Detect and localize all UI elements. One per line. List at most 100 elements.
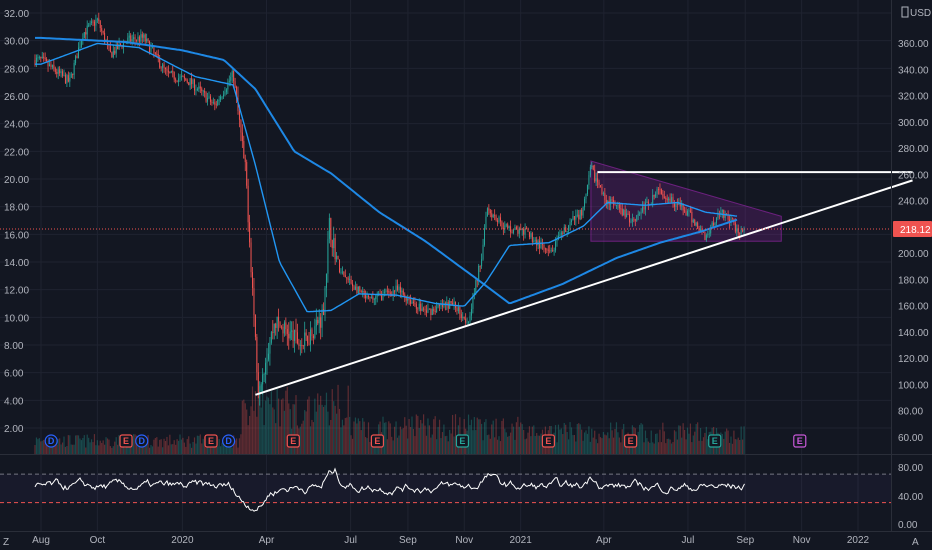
- moving-averages[interactable]: [35, 36, 738, 313]
- candle-body: [439, 305, 441, 306]
- right-axis-tick: 320.00: [898, 92, 929, 103]
- candle-body: [655, 194, 657, 197]
- event-label: E: [797, 436, 803, 446]
- candle-body: [241, 132, 243, 142]
- candle-body: [585, 194, 587, 199]
- candle-body: [743, 229, 745, 232]
- volume-bar: [418, 428, 420, 454]
- candle-body: [104, 32, 106, 43]
- scale-icon[interactable]: [901, 6, 909, 18]
- candle-body: [573, 216, 575, 220]
- candle-body: [576, 214, 578, 216]
- candle-body: [149, 41, 151, 53]
- candle-body: [360, 291, 362, 293]
- volume-bar: [589, 441, 591, 454]
- rsi-axis[interactable]: 80.00 40.00 0.00: [898, 463, 923, 531]
- earnings-marker[interactable]: E: [541, 434, 555, 448]
- volume-bar: [102, 440, 104, 454]
- volume-bar: [734, 439, 736, 454]
- currency-label[interactable]: USD: [901, 6, 931, 19]
- candle-body: [272, 332, 274, 333]
- candle-body: [681, 203, 683, 207]
- candle-body: [128, 35, 130, 38]
- volume-bar: [198, 435, 200, 454]
- earnings-marker[interactable]: E: [793, 434, 807, 448]
- candle-body: [212, 102, 214, 104]
- volume-bar: [253, 410, 255, 454]
- volume-bar: [520, 422, 522, 454]
- ma-fast-line[interactable]: [35, 42, 738, 313]
- candle-body: [523, 228, 525, 235]
- time-axis-tick: Apr: [259, 535, 275, 546]
- time-axis[interactable]: Aug Oct 2020 Apr Jul Sep Nov 2021 Apr Jul Sep Nov 20…: [32, 535, 869, 546]
- candle-body: [331, 240, 333, 249]
- volume-bar: [240, 434, 242, 454]
- volume-bar: [272, 407, 274, 454]
- time-axis-tick: Jul: [344, 535, 357, 546]
- candle-body: [562, 232, 564, 234]
- rsi-axis-tick: 80.00: [898, 463, 923, 474]
- volume-bar: [325, 392, 328, 454]
- candle-body: [291, 330, 293, 332]
- candle-body: [598, 182, 600, 186]
- candle-body: [211, 101, 213, 103]
- candle-body: [186, 80, 188, 83]
- volume-bar: [604, 434, 606, 454]
- support-trendline[interactable]: [255, 179, 913, 396]
- volume-bar: [82, 438, 84, 454]
- volume-bar: [675, 431, 677, 454]
- volume-bar: [430, 437, 432, 454]
- earnings-marker[interactable]: E: [286, 434, 300, 448]
- dividend-marker[interactable]: D: [135, 434, 149, 448]
- volume-bar: [353, 421, 355, 454]
- volume-bar: [267, 397, 270, 454]
- candle-body: [450, 300, 452, 304]
- volume-bar: [388, 421, 390, 454]
- log-mode-button[interactable]: Z: [0, 533, 20, 550]
- dividend-marker[interactable]: D: [44, 434, 58, 448]
- candle-body: [307, 335, 309, 344]
- volume-bar: [146, 438, 148, 454]
- volume-bar: [317, 393, 319, 454]
- earnings-marker[interactable]: E: [370, 434, 385, 448]
- volume-bar: [383, 422, 386, 454]
- candle-body: [344, 275, 346, 278]
- earnings-marker[interactable]: E: [119, 434, 133, 448]
- rsi-axis-tick: 0.00: [898, 520, 918, 531]
- volume-bar: [691, 442, 693, 454]
- earnings-marker[interactable]: E: [708, 434, 722, 448]
- volume-bar: [575, 441, 577, 454]
- volume-bar: [243, 399, 245, 454]
- volume-bar: [222, 441, 225, 454]
- dividend-marker[interactable]: D: [222, 434, 236, 448]
- earnings-marker[interactable]: E: [455, 434, 470, 448]
- left-axis-tick: 24.00: [4, 120, 29, 131]
- candle-body: [455, 301, 456, 308]
- earnings-marker[interactable]: E: [204, 434, 218, 448]
- rsi-line[interactable]: [34, 467, 745, 512]
- volume-bar: [610, 422, 612, 454]
- candle-body: [220, 96, 222, 100]
- volume-bar: [35, 437, 38, 454]
- right-axis-tick: 160.00: [898, 302, 929, 313]
- trend-drawings[interactable]: [255, 171, 913, 396]
- auto-scale-button[interactable]: A: [912, 537, 919, 548]
- volume-bar: [221, 442, 223, 454]
- volume-bar: [563, 422, 565, 454]
- left-price-axis[interactable]: 2.00 4.00 6.00 8.00 10.00 12.00 14.00 16.00 18.0…: [4, 9, 29, 435]
- volume-bar: [668, 438, 670, 454]
- volume-bar: [731, 443, 734, 454]
- volume-bar: [357, 418, 359, 454]
- rsi-pane[interactable]: [0, 467, 891, 512]
- candle-body: [317, 320, 319, 324]
- earnings-marker[interactable]: E: [624, 434, 638, 448]
- ma-slow-line[interactable]: [35, 36, 738, 305]
- candle-body: [633, 219, 635, 221]
- candle-body: [73, 62, 75, 75]
- volume-bar: [169, 434, 171, 454]
- volume-bar: [499, 441, 502, 454]
- candle-body: [388, 290, 390, 293]
- candle-body: [597, 178, 599, 183]
